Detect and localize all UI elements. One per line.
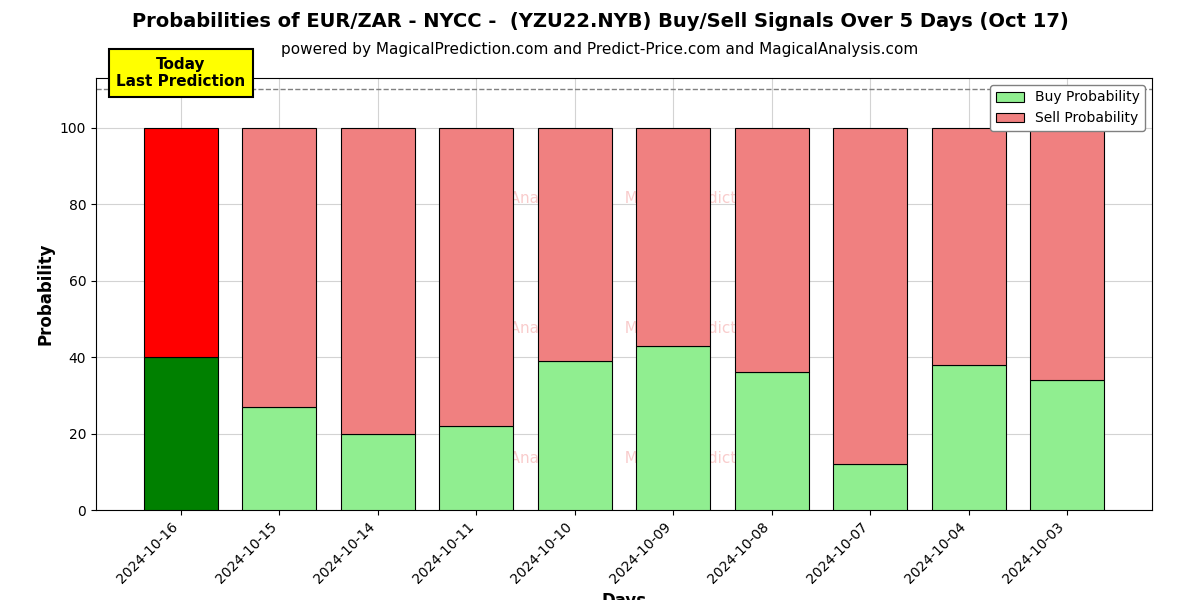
- Bar: [636, 346, 710, 510]
- Bar: [734, 373, 809, 510]
- Text: powered by MagicalPrediction.com and Predict-Price.com and MagicalAnalysis.com: powered by MagicalPrediction.com and Pre…: [281, 42, 919, 57]
- Bar: [931, 128, 1006, 365]
- Bar: [1030, 128, 1104, 380]
- Bar: [341, 434, 415, 510]
- Bar: [242, 128, 317, 407]
- Text: Today
Last Prediction: Today Last Prediction: [116, 57, 246, 89]
- Bar: [242, 407, 317, 510]
- Bar: [833, 128, 907, 464]
- Bar: [538, 361, 612, 510]
- Bar: [341, 128, 415, 434]
- Bar: [1030, 380, 1104, 510]
- Bar: [734, 128, 809, 373]
- Bar: [144, 128, 218, 357]
- Bar: [538, 128, 612, 361]
- Text: Probabilities of EUR/ZAR - NYCC -  (YZU22.NYB) Buy/Sell Signals Over 5 Days (Oct: Probabilities of EUR/ZAR - NYCC - (YZU22…: [132, 12, 1068, 31]
- Bar: [439, 426, 514, 510]
- Y-axis label: Probability: Probability: [36, 243, 54, 345]
- Bar: [833, 464, 907, 510]
- Text: MagicalAnalysis.com   MagicalPrediction.com: MagicalAnalysis.com MagicalPrediction.co…: [451, 321, 797, 336]
- Text: MagicalAnalysis.com   MagicalPrediction.com: MagicalAnalysis.com MagicalPrediction.co…: [451, 191, 797, 206]
- Bar: [144, 357, 218, 510]
- X-axis label: Days: Days: [601, 592, 647, 600]
- Bar: [931, 365, 1006, 510]
- Bar: [636, 128, 710, 346]
- Bar: [439, 128, 514, 426]
- Text: MagicalAnalysis.com   MagicalPrediction.com: MagicalAnalysis.com MagicalPrediction.co…: [451, 451, 797, 466]
- Legend: Buy Probability, Sell Probability: Buy Probability, Sell Probability: [990, 85, 1145, 131]
